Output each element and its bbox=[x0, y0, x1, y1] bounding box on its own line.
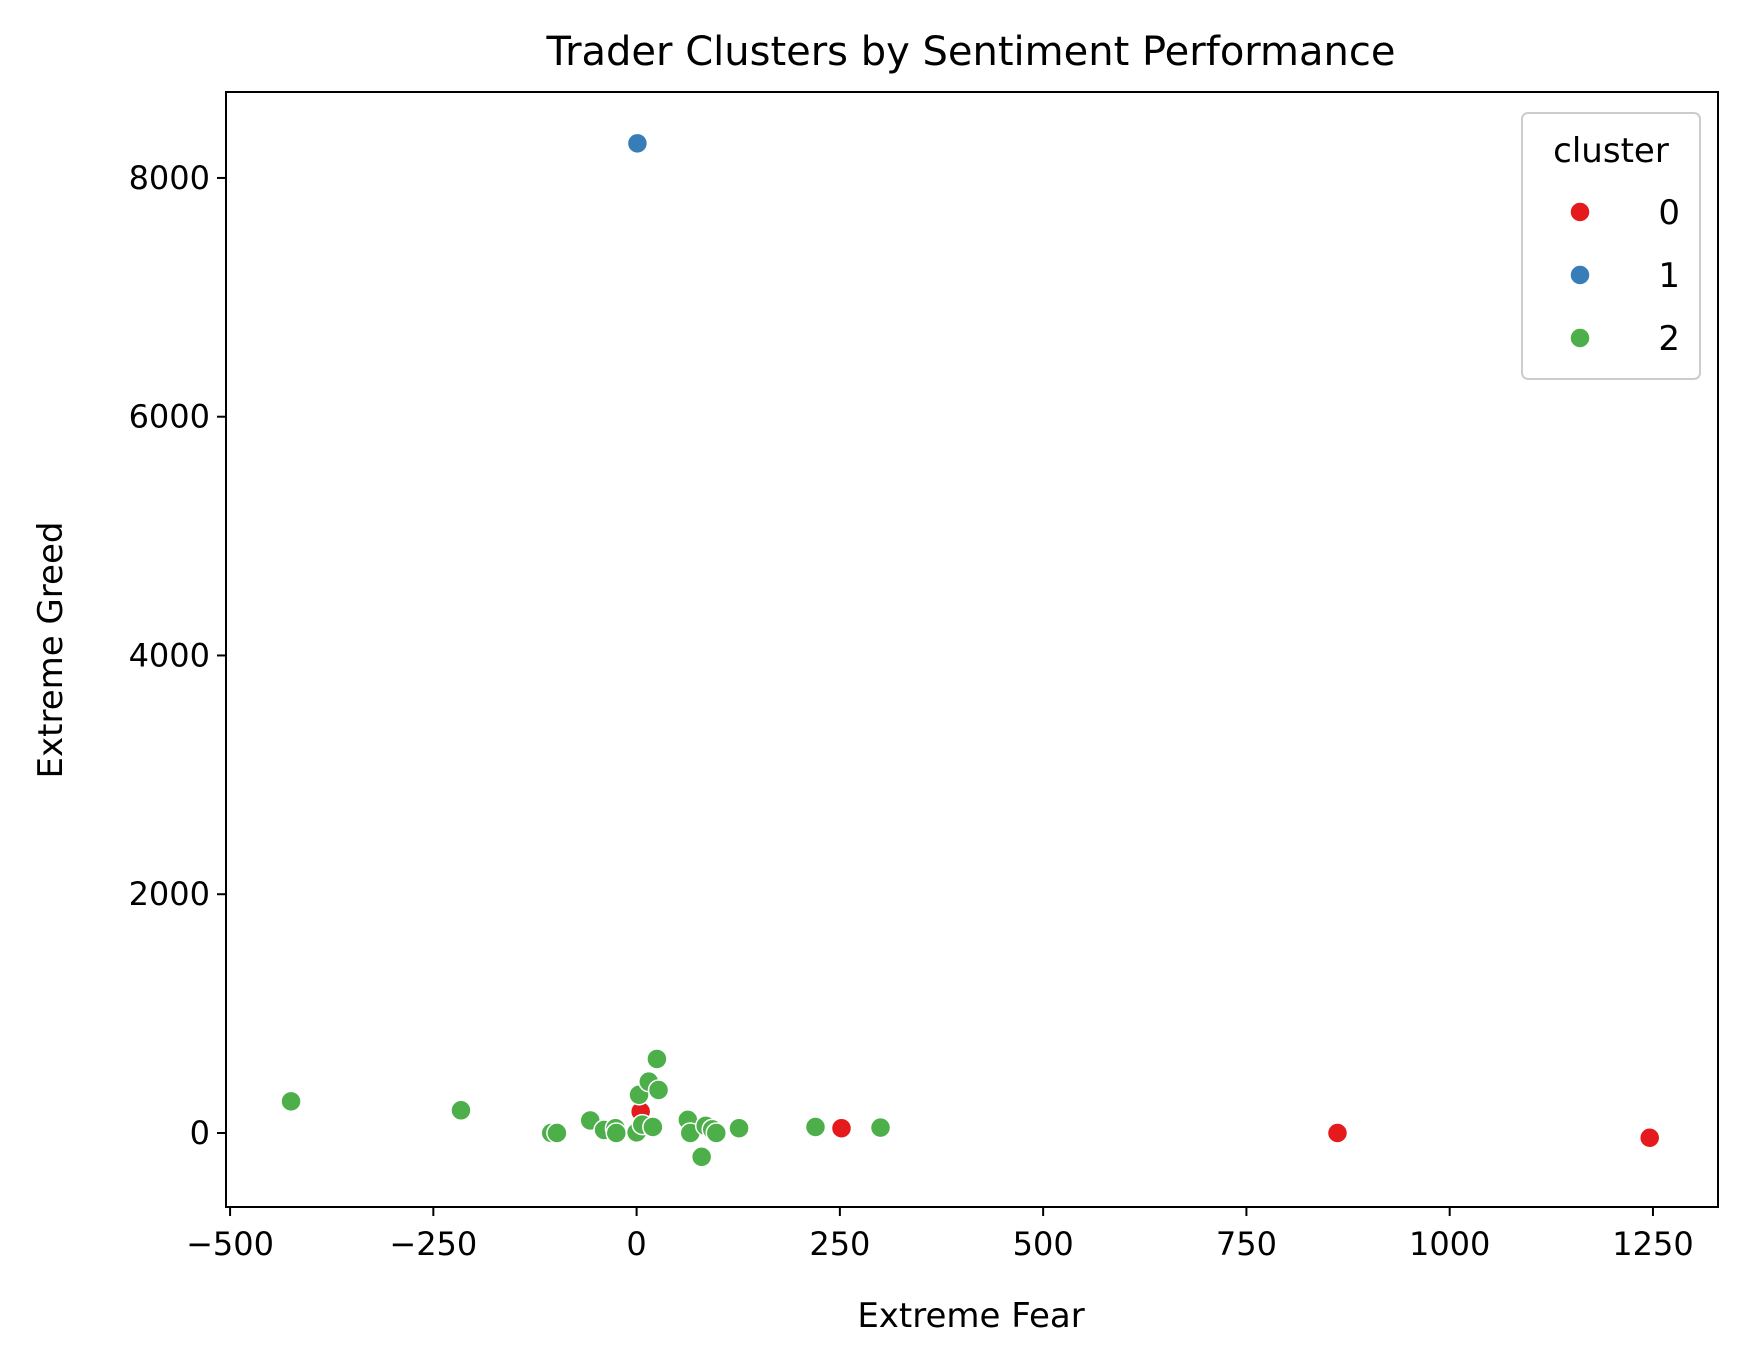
legend-label-cluster-2: 2 bbox=[1658, 319, 1680, 359]
scatter-point-cluster-2 bbox=[646, 1048, 668, 1070]
x-tick-label: 250 bbox=[809, 1225, 870, 1263]
scatter-point-cluster-2 bbox=[546, 1122, 568, 1144]
x-tick-label: 750 bbox=[1216, 1225, 1277, 1263]
scatter-point-cluster-2 bbox=[280, 1090, 302, 1113]
x-tick-label: 1250 bbox=[1612, 1225, 1693, 1263]
legend-box bbox=[1521, 112, 1701, 380]
scatter-point-cluster-0 bbox=[1638, 1127, 1661, 1149]
scatter-point-cluster-0 bbox=[830, 1117, 853, 1139]
x-tick-label: 0 bbox=[626, 1225, 646, 1263]
x-tick-label: 500 bbox=[1013, 1225, 1074, 1263]
scatter-point-cluster-2 bbox=[605, 1122, 628, 1144]
scatter-point-cluster-2 bbox=[728, 1117, 750, 1139]
scatter-point-cluster-2 bbox=[869, 1116, 892, 1139]
scatter-point-cluster-2 bbox=[690, 1146, 713, 1168]
legend-title: cluster bbox=[1553, 131, 1669, 171]
y-tick-label: 2000 bbox=[129, 875, 210, 913]
x-axis-label: Extreme Fear bbox=[857, 1296, 1084, 1336]
x-tick-label: 1000 bbox=[1409, 1225, 1490, 1263]
legend-marker-cluster-1 bbox=[1569, 264, 1591, 286]
data-points bbox=[280, 132, 1661, 1168]
chart-title: Trader Clusters by Sentiment Performance bbox=[546, 29, 1396, 75]
y-tick-label: 8000 bbox=[129, 159, 210, 197]
scatter-point-cluster-1 bbox=[626, 132, 649, 155]
legend-label-cluster-1: 1 bbox=[1658, 256, 1680, 296]
y-axis-label: Extreme Greed bbox=[31, 522, 71, 779]
scatter-point-cluster-2 bbox=[450, 1099, 472, 1122]
legend: cluster 0 1 2 bbox=[1521, 112, 1701, 380]
y-tick-label: 0 bbox=[190, 1114, 210, 1152]
legend-marker-cluster-0 bbox=[1569, 201, 1591, 223]
x-tick-label: −250 bbox=[389, 1225, 477, 1263]
legend-label-cluster-0: 0 bbox=[1658, 193, 1680, 233]
y-tick-label: 4000 bbox=[129, 636, 210, 674]
x-axis-ticks: −500 −250 0 250 500 750 1000 1250 bbox=[186, 1207, 1694, 1263]
y-tick-label: 6000 bbox=[129, 398, 210, 436]
scatter-point-cluster-2 bbox=[642, 1116, 664, 1138]
y-axis-ticks: 0 2000 4000 6000 8000 bbox=[129, 159, 226, 1152]
scatter-point-cluster-2 bbox=[647, 1079, 670, 1101]
scatter-point-cluster-0 bbox=[1326, 1122, 1349, 1144]
x-tick-label: −500 bbox=[186, 1225, 274, 1263]
legend-marker-cluster-2 bbox=[1569, 327, 1591, 349]
plot-frame bbox=[225, 91, 1719, 1208]
scatter-point-cluster-2 bbox=[804, 1116, 827, 1138]
scatter-point-cluster-2 bbox=[705, 1122, 728, 1144]
